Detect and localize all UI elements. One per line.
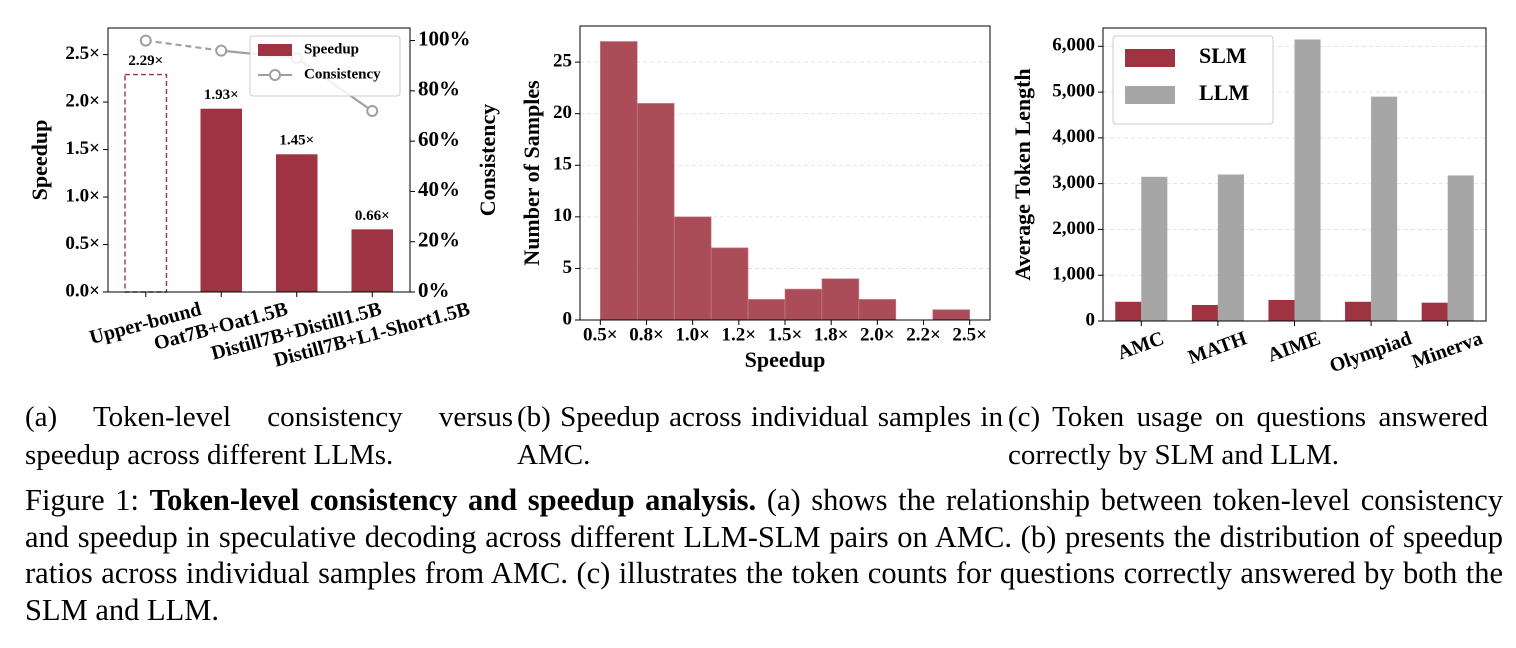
histogram-bar — [932, 309, 970, 321]
legend-marker — [269, 69, 281, 81]
y-axis-label: Number of Samples — [519, 80, 544, 266]
x-tick-label: 1.2× — [722, 324, 757, 345]
histogram-bar — [710, 247, 749, 321]
y-tick-label: 2.5× — [65, 43, 100, 64]
legend-label: Consistency — [304, 66, 381, 82]
caption-c: (c) Token usage on questions answered co… — [1008, 401, 1488, 471]
y-tick-label: 1.0× — [65, 185, 100, 206]
consistency-line-dashed — [145, 39, 222, 52]
bar — [1268, 299, 1295, 321]
y-tick-label: 2,000 — [1052, 218, 1095, 239]
histogram-bar — [673, 216, 712, 321]
bar — [1447, 175, 1474, 321]
histogram-bar — [784, 288, 823, 321]
y2-axis-label: Consistency — [475, 104, 500, 216]
legend-label: SLM — [1199, 43, 1247, 68]
y2-tick-label: 80% — [418, 77, 460, 101]
caption-b: (b) Speedup across individual samples in… — [517, 401, 1003, 471]
y-tick-label: 3,000 — [1052, 172, 1095, 193]
y-tick-label: 10 — [553, 205, 572, 226]
histogram-bar — [747, 299, 786, 321]
y2-tick-label: 0% — [418, 278, 450, 302]
x-tick-label: 2.2× — [906, 324, 941, 345]
y-axis-label: Average Token Length — [1010, 68, 1035, 280]
bar — [200, 108, 243, 292]
bar — [1115, 301, 1142, 321]
caption-a: (a) Token-level consistency versus speed… — [25, 401, 513, 471]
value-label: 2.29× — [128, 53, 163, 69]
y-tick-label: 4,000 — [1052, 126, 1095, 147]
x-tick-label: 1.5× — [768, 324, 803, 345]
y-tick-label: 0 — [563, 308, 573, 329]
bar — [1217, 174, 1244, 321]
bar — [1294, 39, 1321, 321]
legend-patch — [258, 44, 292, 56]
value-label: 1.93× — [204, 87, 239, 103]
legend-label: LLM — [1199, 80, 1249, 105]
bar — [1191, 304, 1218, 321]
x-tick-label: 2.5× — [952, 324, 987, 345]
plot-frame — [107, 27, 411, 293]
value-label: 1.45× — [279, 133, 314, 149]
figure: 0.0× 0.5× 1.0× 1.5× 2.0× 2.5× 0% 20% 40% 60% 80% 10… — [27, 25, 1487, 377]
figure-caption: Figure 1: Token-level consistency and sp… — [25, 482, 1503, 628]
x-tick-label: 2.0× — [860, 324, 895, 345]
histogram-bar — [858, 299, 897, 321]
y-axis-label: Speedup — [27, 120, 52, 201]
y-tick-label: 20 — [553, 102, 572, 123]
x-tick-label: MATH — [1185, 327, 1250, 369]
y2-tick-label: 60% — [418, 127, 460, 151]
x-axis-label: Speedup — [745, 347, 826, 372]
x-tick-label: 1.0× — [675, 324, 710, 345]
y-tick-label: 5 — [563, 257, 573, 278]
x-tick-label: AIME — [1265, 327, 1324, 366]
figure-text: (a) shows the relationship between token… — [25, 483, 1504, 627]
y-tick-label: 0.0× — [65, 280, 100, 301]
histogram-bar — [636, 103, 675, 321]
legend-label: Speedup — [304, 41, 359, 57]
y-tick-label: 15 — [553, 154, 572, 175]
bar — [1141, 176, 1168, 321]
histogram-bar — [600, 41, 638, 321]
figure-title: Token-level consistency and speedup anal… — [149, 483, 757, 517]
bar — [1371, 96, 1398, 321]
bar — [124, 73, 168, 293]
y-tick-label: 0.5× — [65, 233, 100, 254]
x-tick-label: Minerva — [1409, 327, 1485, 373]
bar — [1421, 302, 1448, 321]
histogram-bar — [821, 278, 860, 321]
bar — [1345, 301, 1372, 321]
y2-tick-label: 40% — [418, 177, 460, 201]
plot-frame — [579, 25, 991, 321]
consistency-marker — [215, 44, 228, 57]
y-tick-label: 0 — [1086, 309, 1096, 330]
x-tick-label: Olympiad — [1327, 327, 1415, 377]
x-tick-label: 1.8× — [814, 324, 849, 345]
y2-tick-label: 20% — [418, 228, 460, 252]
y-tick-label: 1,000 — [1052, 264, 1095, 285]
legend-patch — [1125, 49, 1175, 67]
y-tick-label: 6,000 — [1052, 35, 1095, 56]
bar — [351, 229, 394, 292]
bar — [275, 154, 318, 292]
value-label: 0.66× — [355, 208, 390, 224]
legend-patch — [1125, 86, 1175, 104]
y-tick-label: 1.5× — [65, 138, 100, 159]
consistency-marker — [139, 34, 152, 47]
x-tick-label: 0.8× — [629, 324, 664, 345]
x-tick-label: AMC — [1115, 327, 1167, 364]
y-tick-label: 25 — [553, 50, 572, 71]
y-tick-label: 2.0× — [65, 90, 100, 111]
consistency-marker — [366, 104, 379, 117]
figure-label: Figure 1: — [25, 483, 139, 517]
y2-tick-label: 100% — [418, 26, 471, 50]
y-tick-label: 5,000 — [1052, 80, 1095, 101]
plot-frame — [1102, 27, 1487, 322]
x-tick-label: 0.5× — [583, 324, 618, 345]
